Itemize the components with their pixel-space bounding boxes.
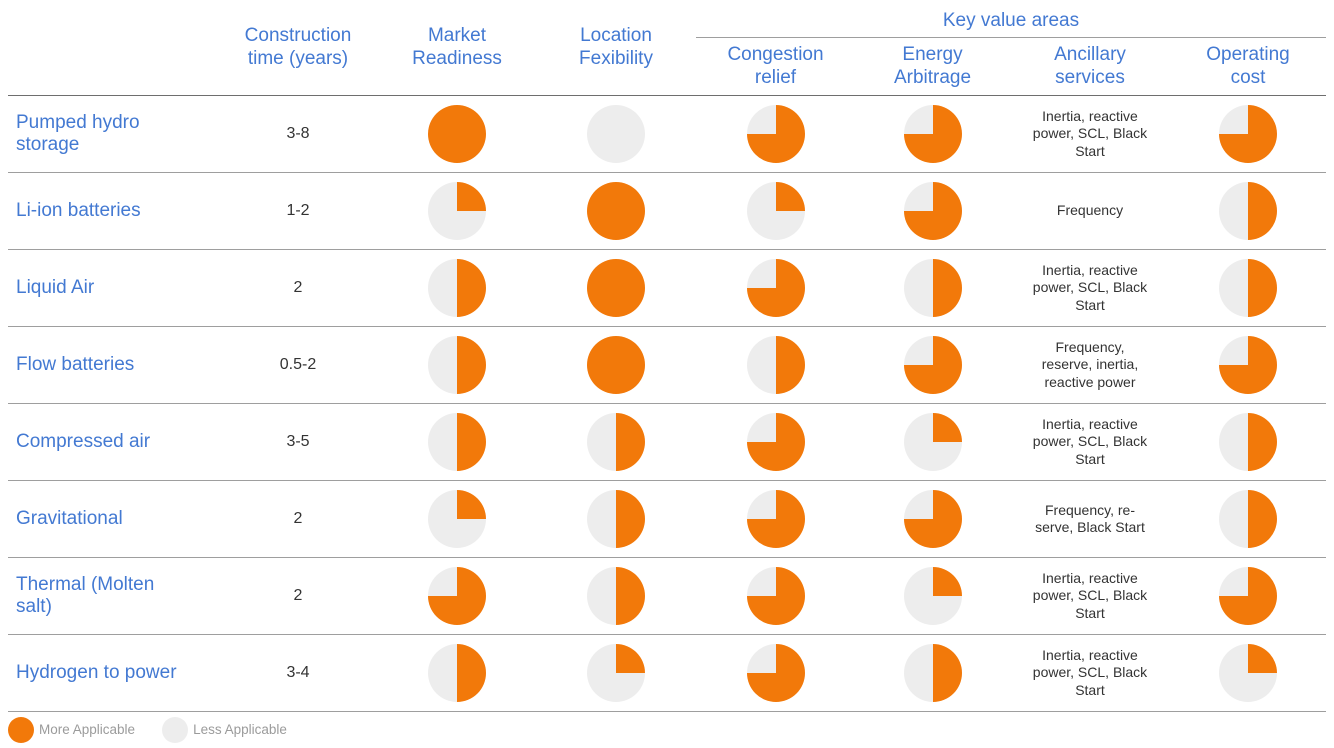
table-row-liquid-air: Liquid Air 2 Inertia, reactive power, SC… [8, 250, 1326, 327]
more-applicable-icon [8, 716, 34, 743]
technology-name: Thermal (Molten salt) [16, 573, 155, 617]
key-value-areas-group-header: Key value areas [696, 10, 1326, 38]
energy-arbitrage-pie [903, 567, 962, 625]
technology-name: Liquid Air [16, 276, 95, 298]
energy-arbitrage-pie [903, 413, 962, 471]
location-flexibility-pie [587, 336, 645, 394]
technology-name: Hydrogen to power [16, 661, 177, 683]
market-readiness-pie [428, 567, 486, 625]
location-flexibility-pie [587, 182, 645, 240]
ancillary-services-text: Inertia, reactive power, SCL, Black Star… [1032, 261, 1148, 313]
technology-name: Pumped hydro storage [16, 111, 140, 155]
col-header-operating-cost: Operating cost [1206, 43, 1290, 88]
market-readiness-pie [428, 413, 486, 471]
operating-cost-pie [1219, 259, 1277, 317]
technology-name: Flow batteries [16, 353, 135, 375]
ancillary-services-text: Frequency, re- serve, Black Start [1035, 501, 1145, 536]
congestion-relief-pie [746, 644, 805, 702]
col-header-construction-time: Construction time (years) [244, 24, 352, 69]
congestion-relief-pie [746, 413, 805, 471]
location-flexibility-pie [587, 105, 645, 163]
operating-cost-pie [1219, 336, 1277, 394]
more-applicable-label: More Applicable [39, 722, 136, 737]
operating-cost-pie [1219, 567, 1277, 625]
table-row-li-ion-batteries: Li-ion batteries 1-2 Frequency [8, 173, 1326, 250]
ancillary-services-text: Frequency, reserve, inertia, reactive po… [1041, 338, 1139, 390]
table-row-pumped-hydro-storage: Pumped hydro storage 3-8 Inertia, reacti… [8, 96, 1326, 173]
ancillary-services-text: Inertia, reactive power, SCL, Black Star… [1032, 415, 1148, 467]
energy-arbitrage-pie [903, 259, 962, 317]
table-header: Construction time (years) Market Readine… [8, 0, 1326, 96]
energy-arbitrage-pie [903, 182, 962, 240]
legend: More Applicable Less Applicable [8, 712, 1326, 747]
table-row-flow-batteries: Flow batteries 0.5-2 Frequency, reserve,… [8, 327, 1326, 404]
location-flexibility-pie [587, 259, 645, 317]
energy-arbitrage-pie [903, 490, 962, 548]
market-readiness-pie [428, 490, 486, 548]
operating-cost-pie [1219, 490, 1277, 548]
ancillary-services-text: Inertia, reactive power, SCL, Black Star… [1032, 107, 1148, 159]
operating-cost-pie [1219, 182, 1277, 240]
congestion-relief-pie [746, 490, 805, 548]
ancillary-services-text: Frequency [1056, 202, 1124, 219]
technology-name: Compressed air [16, 430, 151, 452]
less-applicable-icon [162, 716, 189, 743]
energy-arbitrage-pie [903, 105, 962, 163]
construction-time-value: 3-5 [286, 433, 310, 450]
construction-time-value: 2 [293, 587, 303, 604]
col-header-congestion-relief: Congestion relief [727, 43, 824, 88]
table-row-compressed-air: Compressed air 3-5 Inertia, reactive pow… [8, 404, 1326, 481]
location-flexibility-pie [587, 413, 645, 471]
congestion-relief-pie [746, 105, 805, 163]
construction-time-value: 2 [293, 279, 303, 296]
market-readiness-pie [428, 336, 486, 394]
congestion-relief-pie [746, 336, 805, 394]
table-row-thermal-molten-salt: Thermal (Molten salt) 2 Inertia, reactiv… [8, 558, 1326, 635]
construction-time-value: 0.5-2 [279, 356, 317, 373]
operating-cost-pie [1219, 413, 1277, 471]
table-row-gravitational: Gravitational 2 Frequency, re- serve, Bl… [8, 481, 1326, 558]
operating-cost-pie [1219, 644, 1277, 702]
congestion-relief-pie [746, 567, 805, 625]
table-row-hydrogen-to-power: Hydrogen to power 3-4 Inertia, reactive … [8, 635, 1326, 712]
construction-time-value: 2 [293, 510, 303, 527]
congestion-relief-pie [746, 259, 805, 317]
col-header-ancillary-services: Ancillary services [1054, 43, 1126, 88]
market-readiness-pie [428, 182, 486, 240]
col-header-market-readiness: Market Readiness [412, 24, 502, 69]
energy-arbitrage-pie [903, 644, 962, 702]
energy-arbitrage-pie [903, 336, 962, 394]
location-flexibility-pie [587, 490, 645, 548]
col-header-energy-arbitrage: Energy Arbitrage [893, 43, 972, 88]
construction-time-value: 1-2 [286, 202, 310, 219]
market-readiness-pie [428, 105, 486, 163]
technology-name: Gravitational [16, 507, 123, 529]
col-header-location-flexibility: Location Fexibility [579, 24, 653, 69]
location-flexibility-pie [587, 567, 645, 625]
technology-name: Li-ion batteries [16, 199, 141, 221]
congestion-relief-pie [746, 182, 805, 240]
construction-time-value: 3-4 [286, 664, 310, 681]
market-readiness-pie [428, 644, 486, 702]
location-flexibility-pie [587, 644, 645, 702]
operating-cost-pie [1219, 105, 1277, 163]
less-applicable-label: Less Applicable [193, 722, 287, 737]
market-readiness-pie [428, 259, 486, 317]
construction-time-value: 3-8 [286, 125, 310, 142]
ancillary-services-text: Inertia, reactive power, SCL, Black Star… [1032, 646, 1148, 698]
ancillary-services-text: Inertia, reactive power, SCL, Black Star… [1032, 569, 1148, 621]
